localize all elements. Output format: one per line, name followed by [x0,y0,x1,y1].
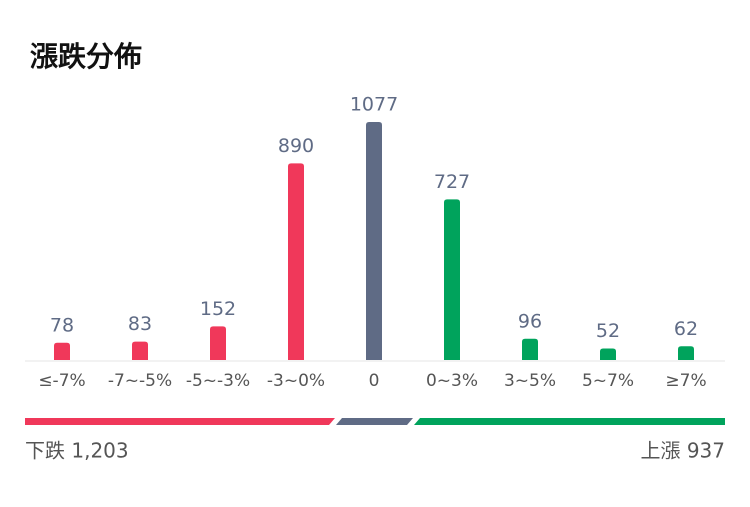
x-tick-label: ≥7% [665,371,706,391]
x-tick-label: -7~-5% [108,371,172,391]
bar [678,346,694,360]
down-segment [25,418,335,425]
bar [366,122,382,360]
flat-segment [336,418,413,425]
value-label: 78 [50,314,74,336]
bar [54,342,70,360]
value-label: 52 [596,320,620,342]
bar [600,348,616,360]
x-tick-label: -5~-3% [186,371,250,391]
value-label: 96 [518,310,542,332]
down-summary: 下跌 1,203 [25,439,129,463]
value-label: 890 [278,135,314,157]
bar [444,199,460,360]
bar [522,338,538,360]
x-tick-label: 5~7% [582,371,634,391]
value-label: 62 [674,318,698,340]
bar [210,326,226,360]
up-summary: 上漲 937 [640,439,725,463]
value-label: 727 [434,171,470,193]
bar [288,163,304,360]
value-label: 152 [200,298,236,320]
x-tick-label: 0~3% [426,371,478,391]
x-tick-label: 3~5% [504,371,556,391]
x-tick-label: ≤-7% [38,371,85,391]
value-label: 1077 [350,94,398,116]
bar [132,341,148,360]
x-tick-label: 0 [369,371,380,391]
up-segment [414,418,725,425]
chart-title: 漲跌分佈 [30,40,142,73]
value-label: 83 [128,313,152,335]
x-tick-label: -3~0% [267,371,325,391]
